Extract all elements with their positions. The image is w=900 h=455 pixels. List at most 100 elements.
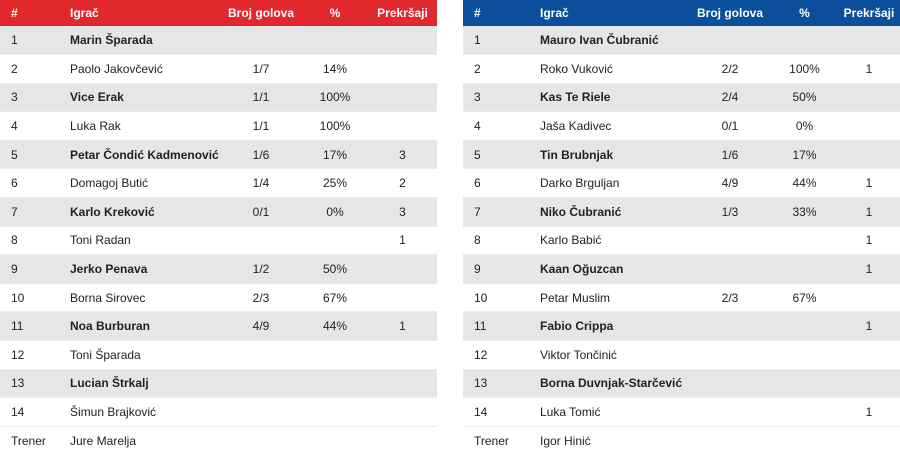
player-percent [771,254,838,284]
player-percent: 17% [771,140,838,170]
player-goals: 1/2 [220,254,302,284]
player-goals [220,26,302,56]
player-row: 9 Kaan Oğuzcan 1 [463,254,900,284]
player-row: 7 Karlo Kreković 0/1 0% 3 [0,197,437,227]
player-number: 5 [463,140,540,170]
player-row: 11 Noa Burburan 4/9 44% 1 [0,311,437,342]
player-fouls: 1 [838,168,900,199]
player-goals: 2/4 [689,83,771,113]
player-fouls [368,369,437,399]
player-goals [689,26,771,56]
player-number: 3 [463,83,540,113]
player-fouls: 1 [368,311,437,342]
player-percent [771,340,838,370]
player-number: 2 [0,54,70,84]
player-row: 12 Viktor Tončinić [463,340,900,370]
player-name: Toni Radan [70,226,220,256]
player-number: 10 [0,283,70,313]
player-name: Borna Duvnjak-Starčević [540,369,689,399]
player-name: Toni Šparada [70,340,220,370]
player-name: Karlo Babić [540,226,689,256]
player-percent: 50% [771,83,838,113]
player-goals: 1/6 [220,140,302,170]
header-fouls: Prekršaji [838,0,900,26]
player-percent: 17% [302,140,368,170]
player-fouls: 3 [368,140,437,170]
player-number: 13 [463,369,540,399]
player-row: 14 Šimun Brajković [0,397,437,427]
player-percent: 25% [302,168,368,199]
player-row: 13 Borna Duvnjak-Starčević [463,369,900,399]
player-number: 4 [0,111,70,141]
player-row: 6 Darko Brguljan 4/9 44% 1 [463,168,900,199]
player-fouls [368,83,437,113]
player-row: 14 Luka Tomić 1 [463,397,900,427]
player-goals [689,226,771,256]
player-number: 10 [463,283,540,313]
player-fouls [838,283,900,313]
player-fouls: 1 [368,226,437,256]
player-row: 12 Toni Šparada [0,340,437,370]
player-goals: 2/3 [689,283,771,313]
player-name: Karlo Kreković [70,197,220,227]
right-team-table: # Igrač Broj golova % Prekršaji 1 Mauro I… [463,0,900,455]
player-fouls: 3 [368,197,437,227]
player-name: Marin Šparada [70,26,220,56]
player-percent: 44% [771,168,838,199]
player-row: 1 Marin Šparada [0,26,437,56]
player-name: Lucian Štrkalj [70,369,220,399]
player-percent: 67% [771,283,838,313]
player-name: Mauro Ivan Čubranić [540,26,689,56]
player-goals [689,397,771,427]
player-goals: 1/7 [220,54,302,84]
player-number: 2 [463,54,540,84]
left-team-rows: 1 Marin Šparada 2 Paolo Jakovčević 1/7 14% 3 Vi… [0,26,437,455]
player-row: 4 Jaša Kadivec 0/1 0% [463,111,900,141]
player-number: 4 [463,111,540,141]
player-row: 5 Tin Brubnjak 1/6 17% [463,140,900,170]
player-percent [771,26,838,56]
player-name: Petar Muslim [540,283,689,313]
player-fouls: 1 [838,197,900,227]
player-name: Petar Čondić Kadmenović [70,140,220,170]
player-name: Domagoj Butić [70,168,220,199]
player-name: Viktor Tončinić [540,340,689,370]
player-name: Darko Brguljan [540,168,689,199]
player-row: 11 Fabio Crippa 1 [463,311,900,342]
player-row: 4 Luka Rak 1/1 100% [0,111,437,141]
player-name: Vice Erak [70,83,220,113]
player-fouls [368,340,437,370]
player-goals: 1/4 [220,168,302,199]
header-goals: Broj golova [689,0,771,26]
player-name: Jerko Penava [70,254,220,284]
header-percent: % [771,0,838,26]
player-goals [220,369,302,399]
player-number: 9 [463,254,540,284]
player-name: Luka Tomić [540,397,689,427]
player-number: 7 [463,197,540,227]
player-name: Paolo Jakovčević [70,54,220,84]
table-header-row: # Igrač Broj golova % Prekršaji [0,0,437,26]
player-number: 14 [463,397,540,427]
player-percent: 67% [302,283,368,313]
player-percent: 14% [302,54,368,84]
coach-label: Trener [474,433,509,448]
table-header-row: # Igrač Broj golova % Prekršaji [463,0,900,26]
player-row: 8 Karlo Babić 1 [463,226,900,256]
player-number: 12 [463,340,540,370]
player-number: 11 [0,311,70,342]
player-number: 5 [0,140,70,170]
player-row: 13 Lucian Štrkalj [0,369,437,399]
header-percent: % [302,0,368,26]
player-percent [302,397,368,427]
player-row: 8 Toni Radan 1 [0,226,437,256]
player-name: Fabio Crippa [540,311,689,342]
player-name: Kas Te Riele [540,83,689,113]
header-player: Igrač [70,0,220,26]
player-percent [771,397,838,427]
player-fouls [838,340,900,370]
coach-label: Trener [11,433,46,448]
player-goals: 0/1 [689,111,771,141]
player-row: 3 Vice Erak 1/1 100% [0,83,437,113]
player-goals: 1/6 [689,140,771,170]
